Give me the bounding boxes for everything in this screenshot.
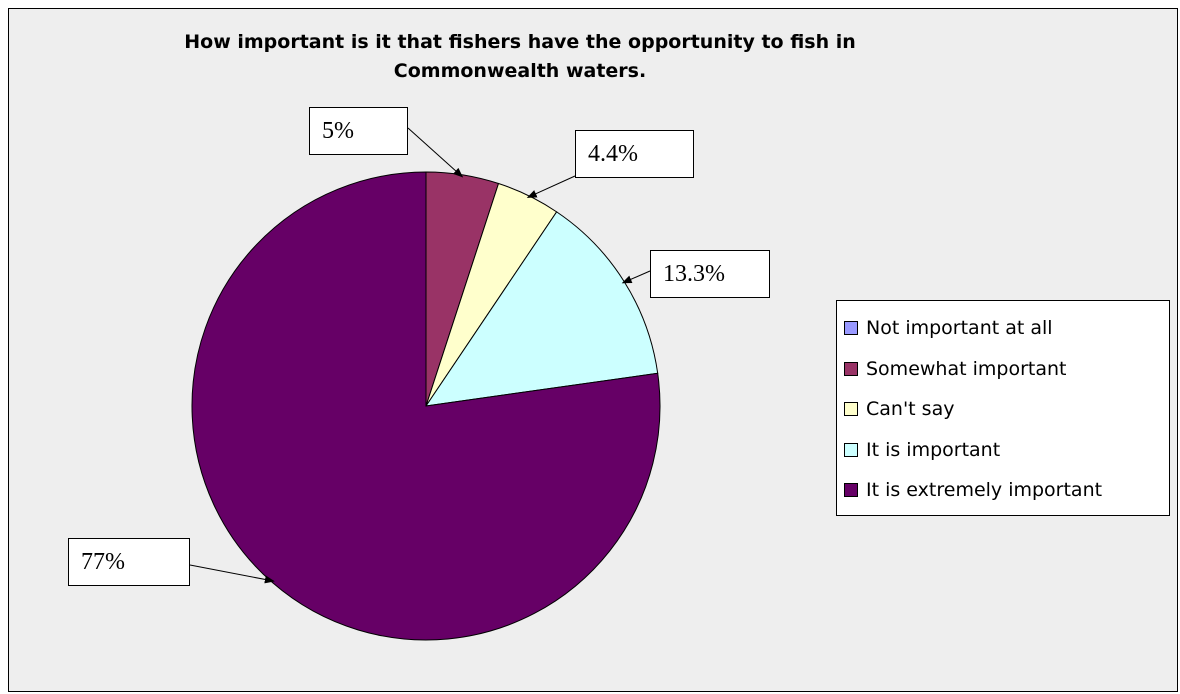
data-label: 5%	[309, 107, 408, 155]
data-label: 77%	[68, 538, 190, 586]
pie-slices	[191, 171, 661, 641]
legend-label: Can't say	[866, 398, 955, 421]
legend-item: It is extremely important	[837, 470, 1169, 511]
legend-item: Can't say	[837, 389, 1169, 430]
leader-line	[621, 270, 651, 284]
legend-swatch	[844, 402, 858, 417]
leader-line	[407, 127, 464, 178]
legend-label: Somewhat important	[866, 357, 1067, 380]
legend-item: It is important	[837, 430, 1169, 471]
legend-label: Not important at all	[866, 317, 1053, 340]
data-label: 4.4%	[575, 130, 694, 178]
legend-swatch	[844, 442, 858, 457]
leader-lines	[189, 127, 651, 584]
legend-label: It is important	[866, 438, 1001, 461]
legend-swatch	[844, 483, 858, 498]
leader-line	[189, 564, 275, 584]
legend-label: It is extremely important	[866, 479, 1103, 502]
leader-line	[526, 175, 576, 198]
legend-item: Not important at all	[837, 308, 1169, 349]
data-label: 13.3%	[650, 250, 770, 298]
legend-swatch	[844, 361, 858, 376]
legend-swatch	[844, 321, 858, 336]
legend: Not important at all Somewhat important …	[836, 300, 1170, 516]
legend-item: Somewhat important	[837, 349, 1169, 390]
chart-title: How important is it that fishers have th…	[184, 31, 856, 82]
